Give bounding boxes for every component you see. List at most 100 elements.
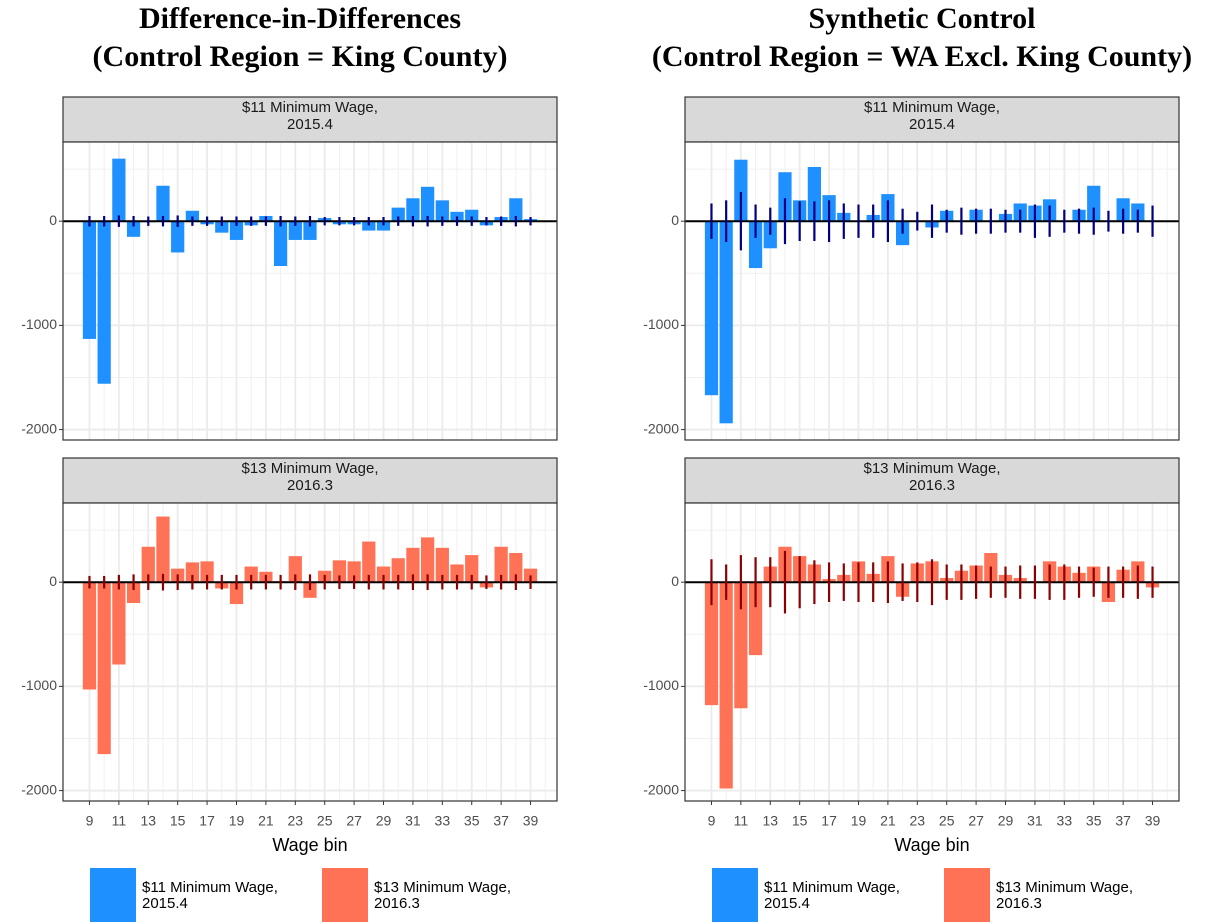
x-tick-label: 31 [405, 813, 421, 829]
bar [347, 561, 361, 583]
bar [421, 186, 435, 222]
bar [509, 198, 523, 222]
x-tick-label: 17 [199, 813, 215, 829]
bar [156, 185, 170, 222]
x-tick-label: 21 [258, 813, 274, 829]
x-tick-label: 9 [86, 813, 94, 829]
bar [229, 582, 244, 605]
bar [200, 561, 214, 583]
panel-border [62, 502, 558, 802]
x-tick-label: 39 [1145, 813, 1161, 829]
bar [719, 582, 733, 789]
bar [376, 566, 391, 583]
x-tick-label: 15 [792, 813, 808, 829]
x-tick-label: 9 [708, 813, 716, 829]
bar [362, 541, 376, 583]
x-tick-label: 29 [998, 813, 1014, 829]
x-tick-label: 27 [346, 813, 362, 829]
bar [244, 566, 258, 583]
bar [215, 221, 229, 233]
strip-background [684, 457, 1180, 504]
y-tick-label: -1000 [643, 316, 679, 332]
panel-border [684, 502, 1180, 802]
strip-label: $11 Minimum Wage, 2015.4 [864, 99, 1000, 133]
bar [1087, 185, 1101, 222]
bar [421, 537, 435, 583]
x-tick-label: 35 [464, 813, 480, 829]
x-tick-label: 23 [288, 813, 304, 829]
y-tick-label: 0 [49, 573, 57, 589]
y-tick-label: -2000 [643, 420, 679, 436]
x-tick-label: 25 [939, 813, 955, 829]
legend-label: $13 Minimum Wage, 2016.3 [996, 879, 1133, 912]
bar [734, 159, 748, 222]
chart-title: Difference-in-Differences (Control Regio… [92, 2, 508, 73]
x-tick-label: 39 [523, 813, 539, 829]
legend-label: $13 Minimum Wage, 2016.3 [374, 879, 511, 912]
x-tick-label: 27 [968, 813, 984, 829]
chart-title: Synthetic Control (Control Region = WA E… [651, 2, 1193, 73]
bar [112, 582, 126, 665]
legend-key [944, 868, 990, 922]
x-tick-label: 33 [1057, 813, 1073, 829]
bar [273, 221, 288, 266]
x-tick-label: 13 [140, 813, 156, 829]
x-tick-label: 25 [317, 813, 333, 829]
strip-background [62, 457, 558, 504]
bar [748, 221, 763, 269]
bar [465, 555, 479, 583]
x-tick-label: 19 [851, 813, 867, 829]
bar [126, 221, 141, 237]
panel-border [684, 141, 1180, 441]
legend-key [322, 868, 368, 922]
x-tick-label: 23 [910, 813, 926, 829]
x-tick-label: 37 [1115, 813, 1131, 829]
bar [185, 210, 199, 222]
x-tick-label: 35 [1086, 813, 1102, 829]
y-tick-label: -2000 [643, 781, 679, 797]
bar [112, 158, 126, 222]
bar [171, 221, 185, 253]
bar [362, 221, 376, 231]
bar [288, 556, 302, 583]
x-tick-label: 21 [880, 813, 896, 829]
bar [156, 516, 170, 583]
bar [704, 221, 719, 396]
x-tick-label: 37 [493, 813, 509, 829]
bar [406, 198, 420, 222]
bar [288, 221, 302, 240]
bar [435, 547, 449, 583]
bar [82, 221, 97, 339]
bar [229, 221, 244, 240]
y-tick-label: -1000 [21, 677, 57, 693]
bar [465, 209, 479, 222]
bar [509, 553, 523, 583]
strip-label: $13 Minimum Wage, 2016.3 [863, 460, 1001, 494]
x-axis-label: Wage bin [272, 835, 347, 855]
y-tick-label: -1000 [21, 316, 57, 332]
bar [141, 546, 155, 583]
bar [719, 221, 733, 424]
strip-background [62, 96, 558, 143]
bar [450, 564, 464, 583]
y-tick-label: 0 [671, 573, 679, 589]
y-tick-label: -2000 [21, 420, 57, 436]
bar [734, 582, 748, 709]
bar [391, 558, 405, 583]
bar [82, 582, 97, 690]
strip-label: $11 Minimum Wage, 2015.4 [242, 99, 378, 133]
x-tick-label: 17 [821, 813, 837, 829]
bar [494, 546, 508, 583]
legend-key [712, 868, 758, 922]
bar [97, 221, 111, 384]
bar [303, 221, 317, 240]
bar [748, 582, 763, 656]
x-tick-label: 29 [376, 813, 392, 829]
bar [376, 221, 391, 231]
bar [807, 167, 821, 222]
legend-key [90, 868, 136, 922]
bar [704, 582, 719, 706]
bar [435, 200, 449, 222]
bar [185, 562, 199, 583]
